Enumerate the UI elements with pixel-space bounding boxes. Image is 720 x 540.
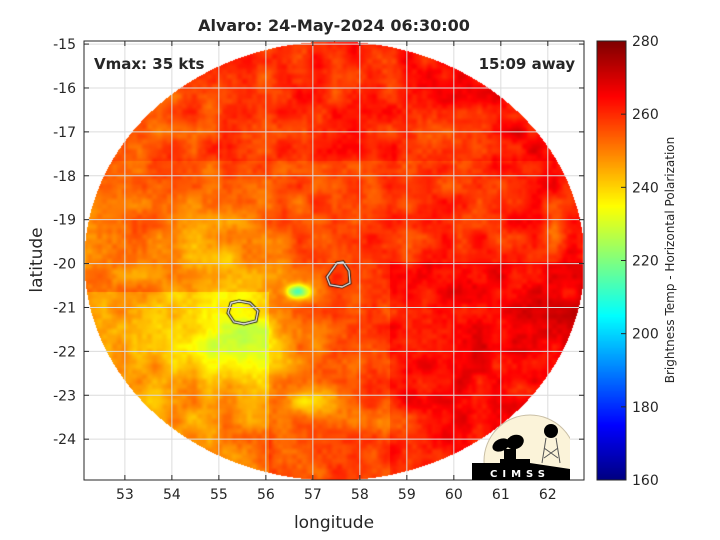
x-tick-label: 61: [492, 487, 510, 503]
y-tick-label: -23: [53, 388, 76, 404]
y-tick-label: -24: [53, 432, 76, 448]
colorbar-tick-label: 180: [632, 400, 659, 416]
y-tick-label: -22: [53, 344, 76, 360]
colorbar-tick-label: 160: [632, 473, 659, 489]
y-tick-label: -18: [53, 169, 76, 185]
colorbar-tick-label: 240: [632, 180, 659, 196]
colorbar-tick-label: 280: [632, 34, 659, 50]
y-tick-label: -16: [53, 81, 76, 97]
vmax-annotation: Vmax: 35 kts: [94, 55, 204, 73]
x-axis-label: longitude: [294, 513, 374, 533]
plot-frame: [83, 40, 585, 481]
x-tick-label: 62: [539, 487, 557, 503]
y-tick-label: -20: [53, 257, 76, 273]
x-tick-label: 59: [398, 487, 416, 503]
y-axis-label: latitude: [27, 227, 47, 292]
x-tick-label: 58: [351, 487, 369, 503]
logo-text: CIMSS: [490, 469, 550, 480]
chart-title: Alvaro: 24-May-2024 06:30:00: [198, 16, 470, 35]
colorbar-tick-label: 220: [632, 254, 659, 270]
cimss-logo: CIMSS: [472, 414, 570, 480]
x-tick-label: 54: [163, 487, 181, 503]
x-tick-label: 55: [210, 487, 228, 503]
x-tick-label: 56: [257, 487, 275, 503]
y-tick-label: -17: [53, 125, 76, 141]
grid: [84, 41, 584, 480]
y-tick-label: -15: [53, 37, 76, 53]
time-away-annotation: 15:09 away: [479, 55, 576, 73]
x-tick-label: 60: [445, 487, 463, 503]
colorbar-tick-label: 260: [632, 107, 659, 123]
colorbar-tick-label: 200: [632, 327, 659, 343]
x-tick-label: 57: [304, 487, 322, 503]
y-tick-label: -19: [53, 213, 76, 229]
x-tick-label: 53: [116, 487, 134, 503]
colorbar-label: Brightness Temp - Horizontal Polarizatio…: [663, 137, 677, 384]
y-tick-label: -21: [53, 300, 76, 316]
